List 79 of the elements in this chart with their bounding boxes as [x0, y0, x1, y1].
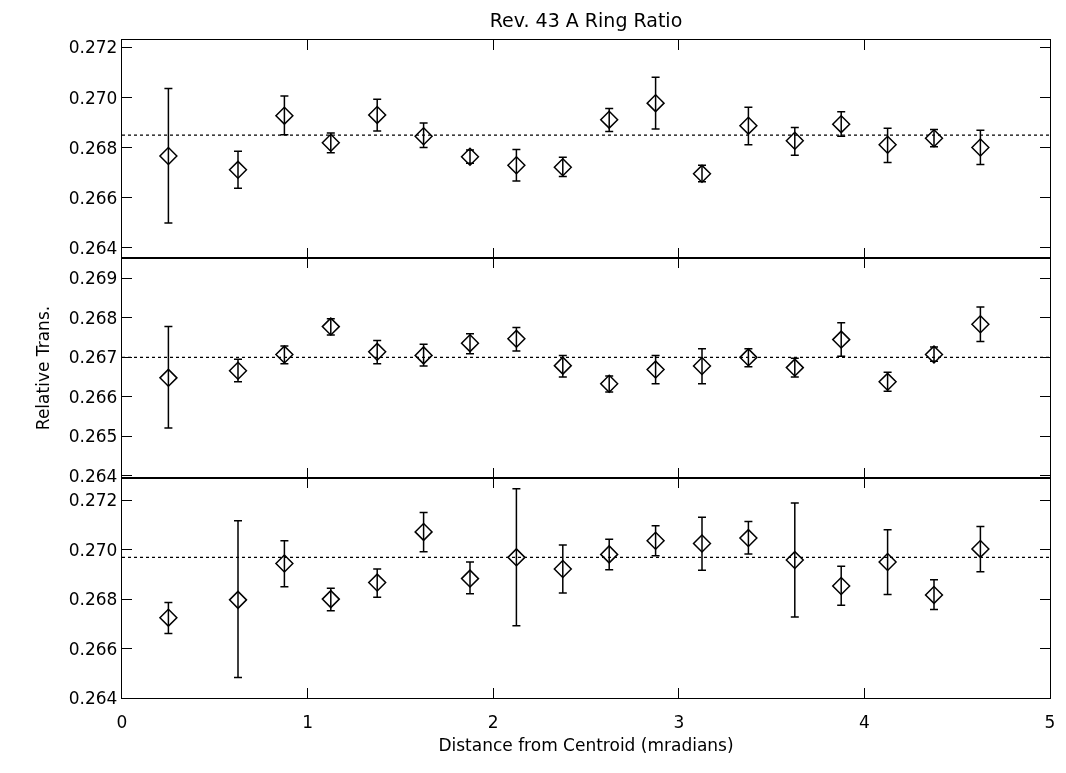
y-tick-label: 0.266 — [68, 638, 118, 659]
point — [785, 358, 804, 377]
point — [460, 333, 480, 353]
y-tick-label: 0.266 — [68, 386, 118, 407]
point — [785, 131, 804, 150]
y-tick-label: 0.272 — [68, 490, 118, 511]
x-tick-label: 3 — [673, 711, 685, 732]
point — [692, 356, 712, 376]
y-tick-label: 0.264 — [68, 237, 118, 258]
point — [507, 156, 526, 175]
point — [368, 342, 387, 362]
chart-title: Rev. 43 A Ring Ratio — [489, 8, 683, 31]
point — [832, 114, 851, 134]
point — [600, 545, 619, 564]
point — [646, 93, 665, 113]
point — [159, 146, 178, 166]
point — [785, 550, 804, 570]
point — [832, 330, 851, 349]
point — [228, 160, 248, 179]
point — [739, 528, 758, 548]
x-axis-title: Distance from Centroid (mradians) — [438, 734, 734, 755]
point — [924, 345, 944, 364]
point — [553, 158, 572, 177]
point — [878, 372, 897, 391]
point — [275, 345, 294, 364]
point — [692, 164, 712, 184]
point — [414, 346, 433, 365]
y-tick-label: 0.266 — [68, 187, 118, 208]
y-tick-label: 0.268 — [68, 307, 118, 328]
point — [507, 548, 526, 567]
y-tick-label: 0.272 — [68, 37, 118, 58]
point — [414, 127, 433, 146]
point — [321, 317, 340, 336]
point — [159, 368, 178, 388]
point — [368, 573, 387, 592]
point — [460, 569, 480, 588]
point — [275, 554, 294, 573]
point — [878, 552, 897, 572]
point — [368, 105, 387, 125]
point — [228, 361, 248, 380]
y-tick-label: 0.264 — [68, 465, 118, 486]
point — [228, 590, 248, 610]
point — [275, 106, 294, 125]
point — [600, 374, 619, 393]
point — [924, 585, 944, 605]
y-tick-label: 0.265 — [68, 426, 118, 447]
y-tick-label: 0.267 — [68, 347, 118, 368]
point — [600, 110, 619, 129]
point — [692, 534, 712, 553]
y-axis-title: Relative Trans. — [33, 305, 54, 431]
x-tick-label: 2 — [487, 711, 499, 732]
point — [460, 147, 480, 166]
point — [971, 315, 990, 334]
x-tick-label: 5 — [1044, 711, 1056, 732]
point — [832, 576, 851, 596]
y-tick-label: 0.264 — [68, 687, 118, 708]
point — [507, 329, 526, 349]
point — [646, 360, 665, 379]
y-tick-label: 0.270 — [68, 87, 118, 108]
point — [553, 356, 572, 375]
point — [739, 348, 758, 367]
point — [553, 559, 572, 579]
point — [321, 589, 340, 609]
y-tick-label: 0.269 — [68, 268, 118, 289]
point — [739, 116, 758, 135]
y-tick-label: 0.268 — [68, 589, 118, 610]
x-tick-label: 1 — [302, 711, 314, 732]
point — [321, 133, 340, 152]
point — [971, 539, 990, 559]
x-tick-label: 4 — [858, 711, 870, 732]
y-tick-label: 0.270 — [68, 539, 118, 560]
y-tick-label: 0.268 — [68, 137, 118, 158]
point — [159, 608, 178, 627]
point — [971, 138, 990, 157]
point — [878, 135, 897, 154]
x-tick-label: 0 — [116, 711, 128, 732]
point — [924, 129, 944, 148]
point — [414, 522, 433, 542]
point — [646, 531, 665, 550]
